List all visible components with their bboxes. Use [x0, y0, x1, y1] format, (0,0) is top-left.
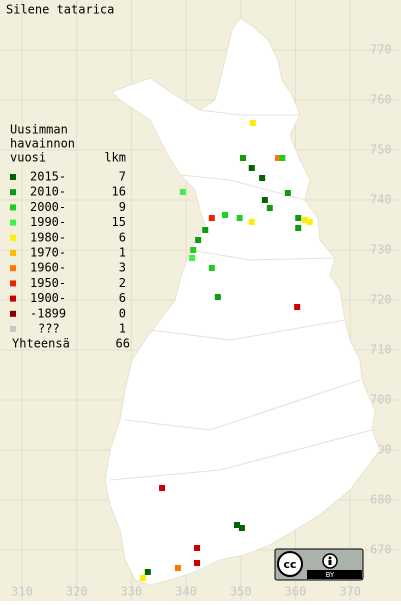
observation-square: [259, 175, 266, 181]
legend-count: 3: [119, 261, 126, 275]
observation-square: [279, 155, 286, 161]
observation-square: [208, 215, 215, 221]
legend-swatch: [10, 204, 16, 211]
legend-swatch: [10, 310, 16, 317]
observation-square: [195, 237, 202, 243]
observation-square: [194, 545, 201, 551]
x-tick-label: 370: [339, 585, 361, 599]
observation-square: [248, 165, 255, 171]
x-tick-label: 340: [175, 585, 197, 599]
observations: [139, 120, 313, 581]
legend-label: 2010-: [30, 185, 66, 199]
observation-square: [144, 569, 151, 575]
observation-square: [306, 219, 313, 225]
observation-square: [295, 225, 302, 231]
observation-square: [202, 227, 209, 233]
observation-square: [266, 205, 273, 211]
total-label: Yhteensä: [12, 337, 70, 351]
observation-square: [190, 247, 197, 253]
legend-count: 15: [112, 215, 126, 229]
finland-outline: [104, 17, 381, 586]
observation-square: [159, 485, 166, 491]
legend-label: -1899: [30, 306, 66, 320]
observation-square: [238, 525, 245, 531]
observation-square: [179, 189, 186, 195]
region-borders: [109, 109, 373, 481]
observation-square: [239, 155, 246, 161]
legend-label: ???: [38, 322, 60, 336]
observation-square: [139, 575, 146, 581]
legend-swatch: [10, 234, 16, 241]
cc-logo: cc: [283, 558, 296, 571]
observation-square: [221, 212, 228, 218]
observation-square: [174, 565, 181, 571]
legend-swatch: [10, 326, 16, 332]
observation-square: [214, 294, 221, 300]
observation-square: [295, 215, 302, 221]
observation-square: [189, 255, 196, 261]
legend-swatch: [10, 250, 16, 256]
observation-square: [274, 155, 281, 161]
observation-square: [194, 560, 201, 566]
y-tick-label: 770: [370, 43, 392, 57]
legend-count: 9: [119, 200, 126, 214]
legend-swatch: [10, 189, 16, 196]
y-tick-label: 680: [370, 493, 392, 507]
observation-square: [301, 217, 308, 223]
legend-label: 1980-: [30, 230, 66, 244]
title: Silene tatarica: [6, 3, 114, 17]
legend-col-head: lkm: [104, 151, 126, 165]
legend-count: 1: [119, 322, 126, 336]
x-tick-label: 350: [230, 585, 252, 599]
legend-heading: havainnon: [10, 137, 75, 151]
observation-square: [284, 190, 291, 196]
legend-label: 2015-: [30, 170, 66, 184]
y-tick-label: 700: [370, 393, 392, 407]
y-tick-label: 760: [370, 93, 392, 107]
y-tick-label: 710: [370, 343, 392, 357]
by-label: BY: [326, 571, 335, 579]
legend-label: 1990-: [30, 215, 66, 229]
legend-count: 2: [119, 276, 126, 290]
legend-label: 1970-: [30, 246, 66, 260]
legend-count: 1: [119, 246, 126, 260]
legend-label: 1900-: [30, 291, 66, 305]
x-tick-label: 330: [121, 585, 143, 599]
y-tick-label: 750: [370, 143, 392, 157]
legend-count: 6: [119, 291, 126, 305]
legend-count: 16: [112, 185, 126, 199]
legend-count: 7: [119, 170, 126, 184]
observation-square: [248, 219, 255, 225]
legend-label: 2000-: [30, 200, 66, 214]
observation-square: [236, 215, 243, 221]
legend-heading: Uusimman: [10, 123, 68, 137]
legend-label: 1960-: [30, 261, 66, 275]
observation-square: [294, 304, 301, 310]
legend-swatch: [10, 174, 16, 180]
x-tick-label: 360: [285, 585, 307, 599]
x-tick-label: 310: [11, 585, 33, 599]
observation-square: [233, 522, 240, 528]
legend-swatch: [10, 265, 16, 272]
legend-col-head: vuosi: [10, 151, 46, 165]
observation-square: [261, 197, 268, 203]
license-badge: cc BY: [274, 548, 364, 581]
legend-count: 0: [119, 306, 126, 320]
total-count: 66: [116, 337, 130, 351]
observation-square: [208, 265, 215, 271]
y-tick-label: 730: [370, 243, 392, 257]
y-tick-label: 720: [370, 293, 392, 307]
observation-square: [249, 120, 256, 126]
legend-count: 6: [119, 230, 126, 244]
x-tick-label: 320: [66, 585, 88, 599]
y-tick-label: 740: [370, 193, 392, 207]
y-tick-label: 670: [370, 543, 392, 557]
legend-swatch: [10, 219, 16, 226]
legend-label: 1950-: [30, 276, 66, 290]
legend-swatch: [10, 295, 16, 302]
legend-swatch: [10, 280, 16, 287]
